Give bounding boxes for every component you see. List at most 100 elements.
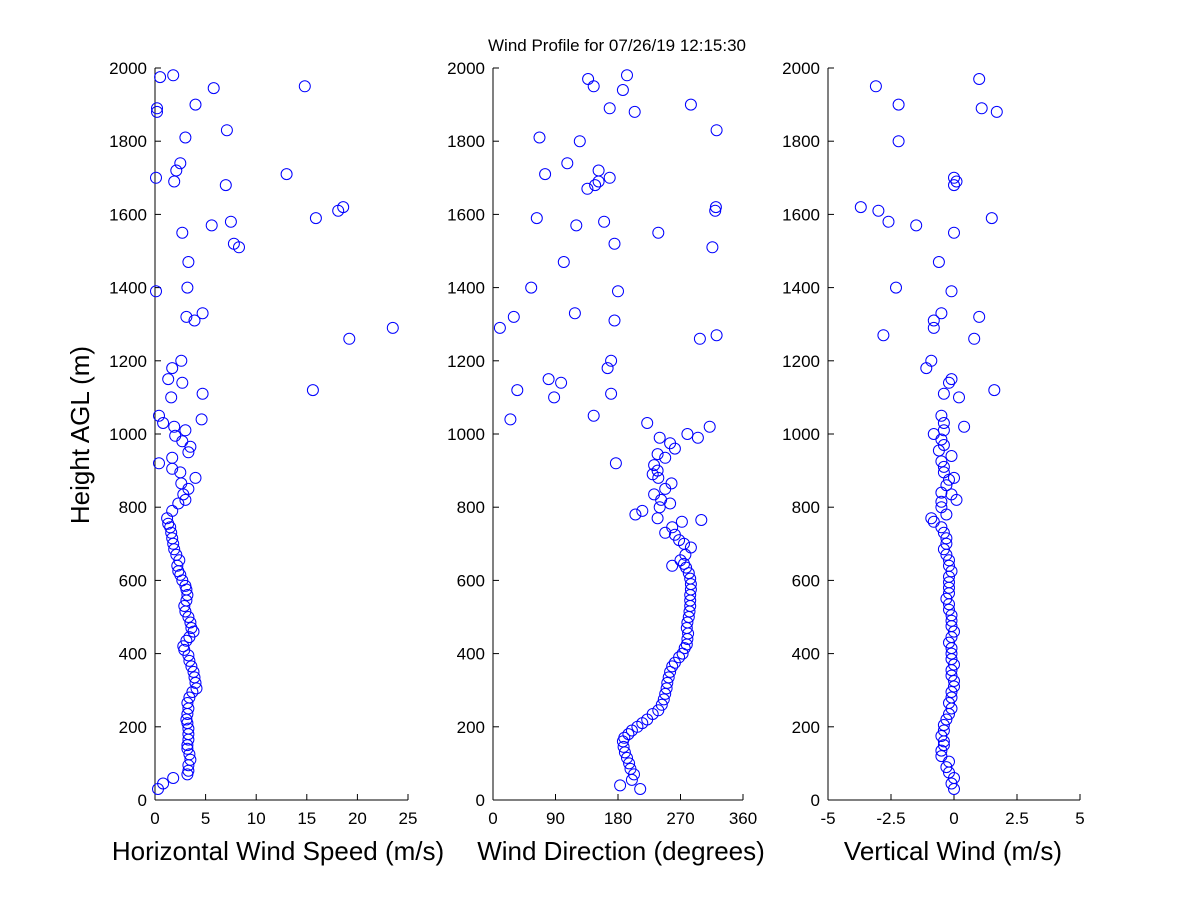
data-point (664, 437, 677, 450)
data-point (892, 135, 905, 148)
data-point (195, 413, 208, 426)
data-point (298, 80, 311, 93)
data-point (945, 450, 958, 462)
data-point (167, 772, 180, 784)
data-point (935, 307, 948, 320)
y-tick-label: 1400 (109, 279, 147, 298)
x-tick-label: 20 (348, 809, 367, 828)
data-point (657, 693, 670, 706)
data-point (943, 559, 955, 572)
data-point (507, 310, 520, 323)
data-point (493, 321, 506, 334)
data-point (892, 98, 905, 111)
data-point (943, 376, 955, 389)
data-point (641, 417, 654, 429)
x-tick-label: 10 (247, 809, 266, 828)
data-point (573, 135, 586, 148)
y-tick-label: 200 (457, 718, 485, 737)
data-point (166, 362, 179, 375)
data-point (581, 182, 594, 195)
data-point (179, 579, 192, 592)
data-point (185, 660, 198, 673)
data-point (153, 457, 165, 470)
data-point (890, 281, 902, 294)
data-point (182, 256, 195, 268)
data-point (167, 69, 180, 82)
data-point (183, 691, 196, 704)
data-point (653, 431, 666, 444)
data-point (935, 409, 948, 422)
y-tick-label: 1200 (782, 352, 820, 371)
data-point (182, 446, 195, 459)
data-point (872, 204, 885, 217)
data-point (177, 640, 190, 653)
data-point (666, 660, 679, 673)
data-point (150, 285, 162, 298)
data-point (166, 451, 179, 464)
data-point (973, 310, 986, 323)
x-tick-label: 2.5 (1005, 809, 1029, 828)
data-point (182, 722, 195, 735)
data-point (614, 779, 627, 792)
data-point (196, 387, 209, 400)
data-point (219, 179, 232, 192)
data-point (616, 84, 629, 96)
data-point (151, 105, 163, 118)
x-tick-label: 0 (949, 809, 958, 828)
data-point (937, 739, 950, 752)
data-point (968, 332, 981, 345)
data-point (940, 537, 953, 550)
data-point (306, 384, 319, 397)
data-point (943, 603, 955, 616)
data-point (608, 237, 621, 250)
data-point (940, 532, 953, 545)
panel-3: 0 200 400 600 800 1000 1200 1400 1600 1800 2000 -5 -… (782, 59, 1085, 866)
data-point (985, 212, 998, 225)
data-point (205, 219, 218, 232)
y-tick-label: 1400 (447, 279, 485, 298)
data-point (220, 124, 233, 137)
y-tick-label: 1600 (109, 205, 147, 224)
data-point (184, 753, 197, 766)
data-point (153, 409, 165, 422)
data-point (181, 589, 194, 601)
data-point (170, 548, 183, 561)
y-tick-label: 400 (457, 645, 485, 664)
data-point (659, 451, 672, 464)
data-point (623, 757, 636, 770)
data-point (653, 501, 666, 514)
data-point (165, 391, 178, 404)
data-point (622, 728, 635, 741)
data-point (651, 448, 664, 461)
data-point (182, 611, 195, 623)
data-point (170, 164, 183, 177)
data-point (186, 686, 199, 698)
data-point (684, 541, 697, 554)
data-point (681, 428, 694, 440)
data-point (603, 171, 616, 184)
data-point (945, 691, 958, 704)
data-point (988, 384, 1001, 397)
data-point (945, 565, 958, 578)
data-point (154, 71, 167, 84)
data-point (655, 698, 668, 711)
data-point (945, 373, 958, 386)
data-point (937, 417, 950, 429)
y-tick-label: 1200 (109, 352, 147, 371)
data-point (548, 391, 561, 404)
data-point (682, 567, 695, 580)
data-point (877, 329, 890, 342)
data-point (948, 179, 960, 192)
data-point (665, 477, 678, 490)
data-point (927, 314, 940, 327)
y-tick-label: 1400 (782, 279, 820, 298)
data-point (174, 157, 187, 170)
data-point (668, 528, 681, 541)
data-point (940, 592, 953, 605)
x-tick-label: 90 (546, 809, 565, 828)
data-point (530, 212, 543, 225)
data-point (990, 105, 1003, 118)
data-point (185, 622, 198, 634)
